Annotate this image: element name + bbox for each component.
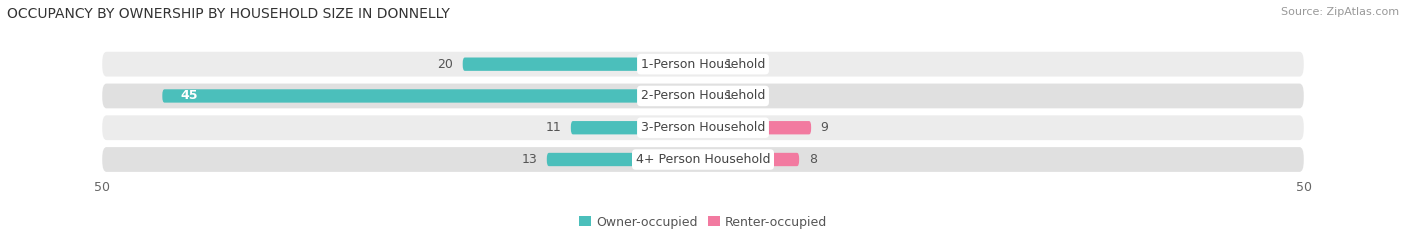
FancyBboxPatch shape xyxy=(703,153,799,166)
Text: 13: 13 xyxy=(522,153,537,166)
Text: 50: 50 xyxy=(94,181,110,194)
Text: 4+ Person Household: 4+ Person Household xyxy=(636,153,770,166)
Text: 50: 50 xyxy=(1296,181,1312,194)
Text: 1-Person Household: 1-Person Household xyxy=(641,58,765,71)
Text: 8: 8 xyxy=(808,153,817,166)
Text: 2-Person Household: 2-Person Household xyxy=(641,89,765,103)
Legend: Owner-occupied, Renter-occupied: Owner-occupied, Renter-occupied xyxy=(579,216,827,229)
FancyBboxPatch shape xyxy=(571,121,703,134)
Text: 3-Person Household: 3-Person Household xyxy=(641,121,765,134)
FancyBboxPatch shape xyxy=(162,89,703,103)
FancyBboxPatch shape xyxy=(547,153,703,166)
FancyBboxPatch shape xyxy=(103,52,1303,77)
FancyBboxPatch shape xyxy=(703,121,811,134)
FancyBboxPatch shape xyxy=(703,89,716,103)
Text: 9: 9 xyxy=(821,121,828,134)
FancyBboxPatch shape xyxy=(703,58,716,71)
Text: 11: 11 xyxy=(546,121,561,134)
Text: 1: 1 xyxy=(724,58,733,71)
FancyBboxPatch shape xyxy=(103,84,1303,108)
Text: OCCUPANCY BY OWNERSHIP BY HOUSEHOLD SIZE IN DONNELLY: OCCUPANCY BY OWNERSHIP BY HOUSEHOLD SIZE… xyxy=(7,7,450,21)
FancyBboxPatch shape xyxy=(103,147,1303,172)
Text: Source: ZipAtlas.com: Source: ZipAtlas.com xyxy=(1281,7,1399,17)
Text: 1: 1 xyxy=(724,89,733,103)
FancyBboxPatch shape xyxy=(463,58,703,71)
Text: 20: 20 xyxy=(437,58,453,71)
FancyBboxPatch shape xyxy=(103,115,1303,140)
Text: 45: 45 xyxy=(180,89,198,103)
